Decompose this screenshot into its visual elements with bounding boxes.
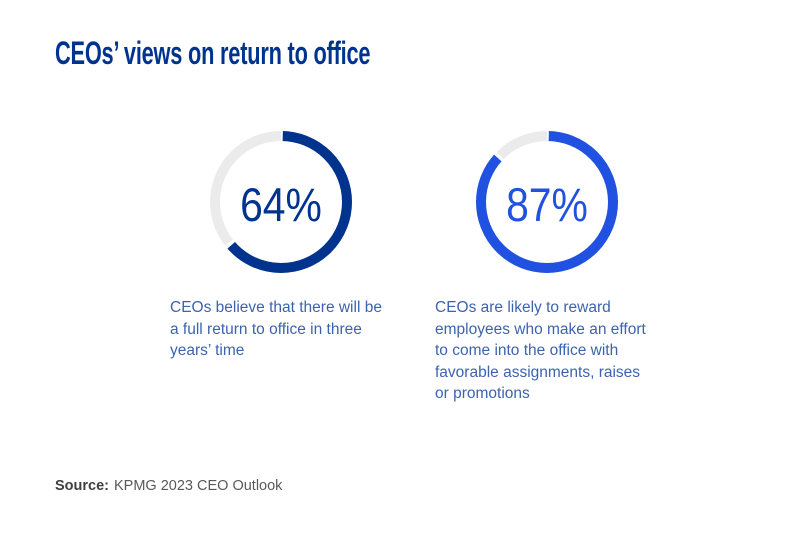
- source-line: Source: KPMG 2023 CEO Outlook: [55, 477, 282, 495]
- percent-label: 64%: [240, 177, 322, 231]
- source-label: Source:: [55, 478, 109, 494]
- donut-ring: [210, 131, 352, 273]
- source-text: KPMG 2023 CEO Outlook: [114, 478, 283, 494]
- page-title: CEOs’ views on return to office: [55, 35, 371, 71]
- donut-chart-reward-employees: 87%: [476, 131, 618, 273]
- donut-segment-gap: [476, 131, 618, 273]
- donut-segment-gap: [210, 131, 352, 273]
- donut-chart-return-to-office: 64%: [210, 131, 352, 273]
- donut-ring: [476, 131, 618, 273]
- donut-caption: CEOs believe that there will be a full r…: [170, 299, 382, 359]
- donut-caption: CEOs are likely to reward employees who …: [435, 299, 646, 402]
- percent-label: 87%: [506, 177, 588, 231]
